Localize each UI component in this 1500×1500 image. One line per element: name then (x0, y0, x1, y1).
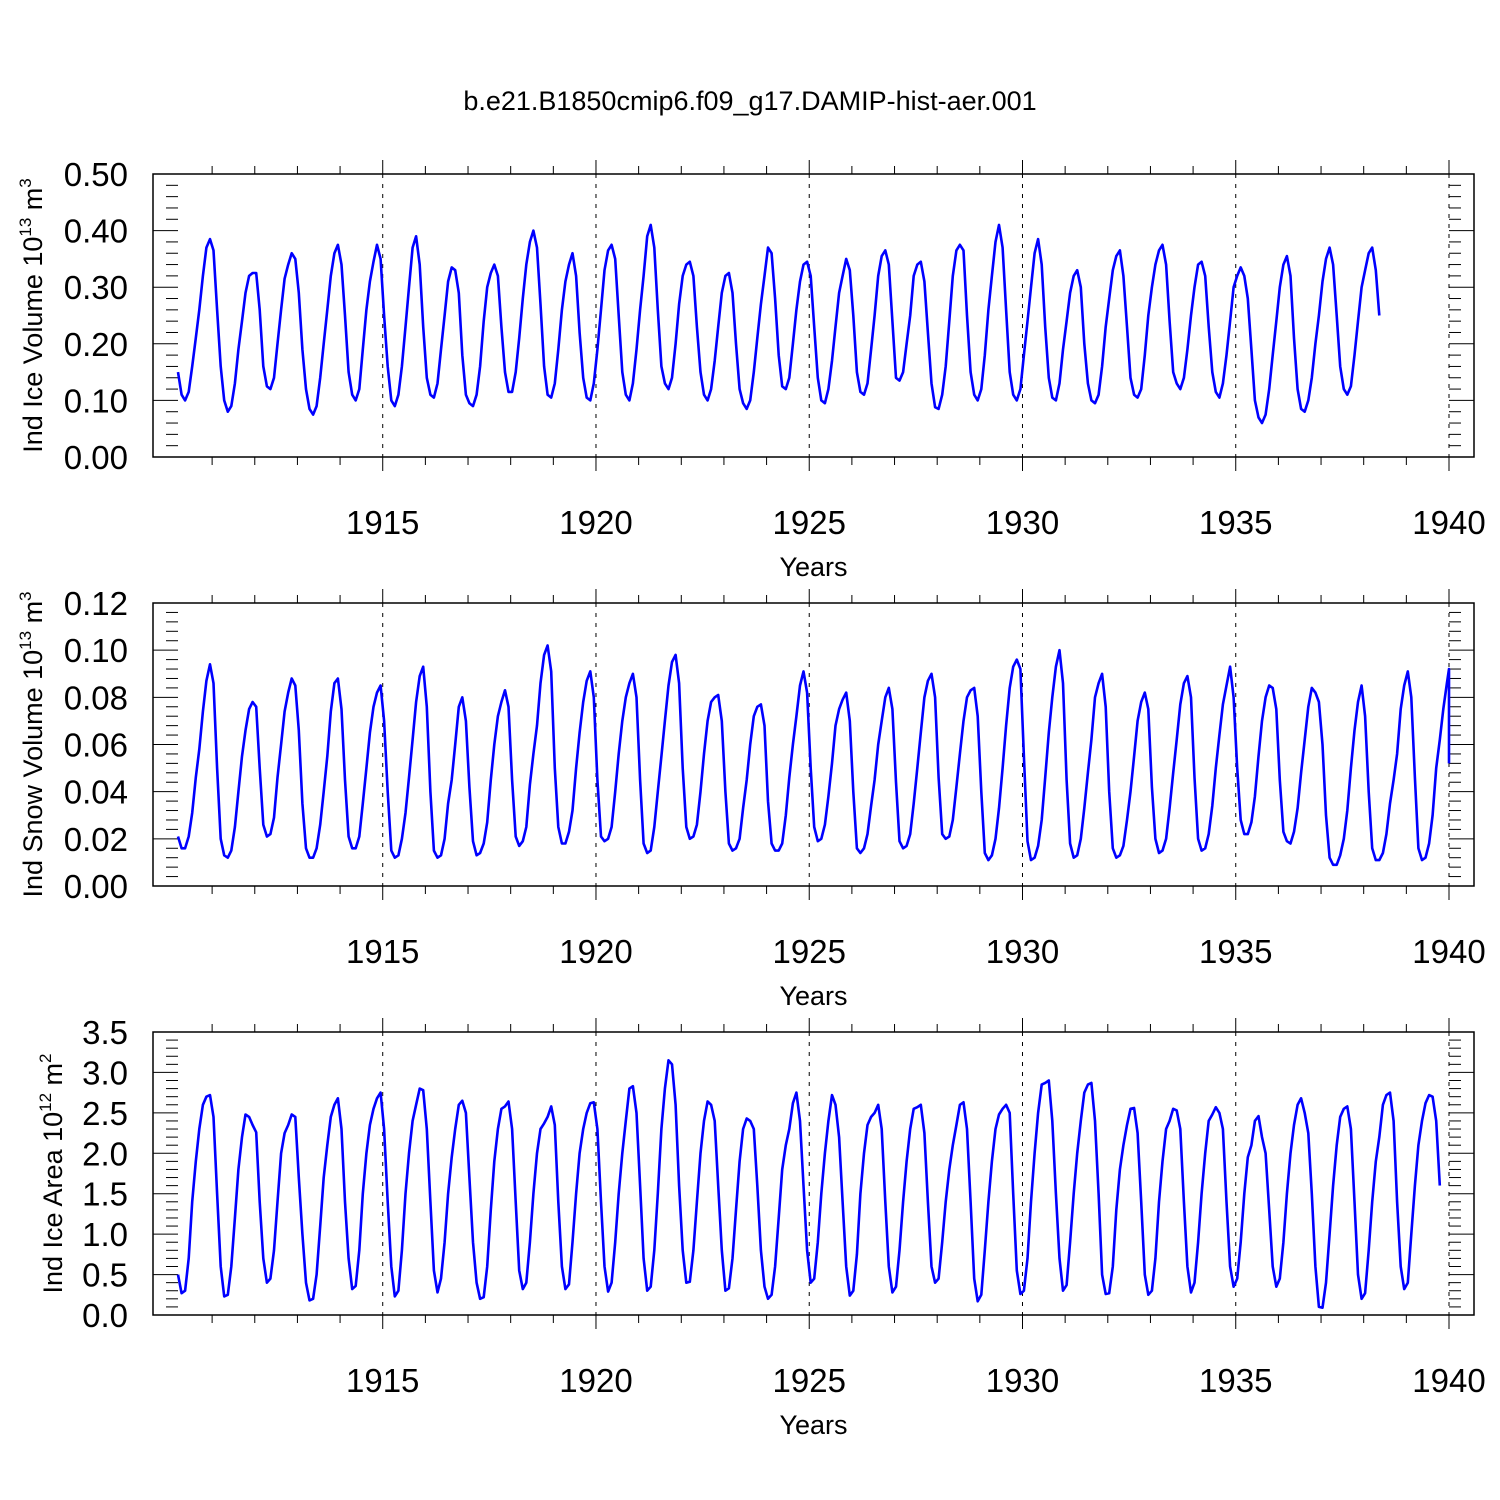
panel-2-xtick-label-1940: 1940 (1412, 933, 1485, 970)
panel-2-ytick-label-1: 0.02 (64, 821, 128, 858)
panel-2-ylabel-part-0: Ind Snow Volume 10 (18, 650, 48, 898)
panel-3-xtick-label-1915: 1915 (346, 1362, 419, 1399)
panel-3-ytick-label-1: 0.5 (82, 1257, 128, 1294)
panel-1-xtick-label-1920: 1920 (559, 504, 632, 541)
panel-1-frame (152, 173, 1475, 458)
panel-2-ytick-label-3: 0.06 (64, 727, 128, 764)
panel-1-ytick-label-2: 0.20 (64, 326, 128, 363)
panel-1-ytick-label-4: 0.40 (64, 213, 128, 250)
panel-3: 1915 1920 1925 1930 1935 1940 Years 0.00.5 1.01.… (36, 1014, 1486, 1440)
panel-1-series-line-0 (176, 223, 1381, 425)
panel-2-ytick-label-4: 0.08 (64, 679, 128, 716)
panel-2-ylabel: Ind Snow Volume 1013 m3 (16, 591, 48, 897)
panel-3-xtick-label-1925: 1925 (773, 1362, 846, 1399)
panel-1-xtick-label-1940: 1940 (1412, 504, 1485, 541)
panel-2: 1915 1920 1925 1930 1935 1940 Years 0.00 0.02 0.0… (16, 585, 1486, 1011)
panel-3-ylabel-part-3: 2 (36, 1053, 55, 1062)
panel-1-ytick-label-0: 0.00 (64, 439, 128, 476)
panel-3-xtick-label-1930: 1930 (986, 1362, 1059, 1399)
panel-2-ytick-label-0: 0.00 (64, 868, 128, 905)
panel-3-ylabel-part-1: 12 (36, 1093, 55, 1112)
panel-2-ylabel-part-2: m (18, 601, 48, 631)
panel-1-ylabel-part-0: Ind Ice Volume 10 (18, 237, 48, 453)
panel-2-ytick-label-5: 0.10 (64, 632, 128, 669)
panels: 1915 1920 1925 1930 1935 1940 Years 0.00 0.10 0.2… (16, 156, 1486, 1440)
panel-3-xlabel: Years (779, 1410, 847, 1440)
panel-2-xtick-label-1915: 1915 (346, 933, 419, 970)
panel-2-xtick-label-1925: 1925 (773, 933, 846, 970)
panel-2-xtick-label-1935: 1935 (1199, 933, 1272, 970)
panel-1-xtick-label-1930: 1930 (986, 504, 1059, 541)
panel-1-xtick-label-1915: 1915 (346, 504, 419, 541)
panel-3-ylabel: Ind Ice Area 1012 m2 (36, 1053, 68, 1293)
panel-1: 1915 1920 1925 1930 1935 1940 Years 0.00 0.10 0.2… (16, 156, 1486, 582)
panel-1-ylabel-part-2: m (18, 188, 48, 218)
panel-3-xtick-label-1940: 1940 (1412, 1362, 1485, 1399)
panel-1-xtick-label-1935: 1935 (1199, 504, 1272, 541)
panel-3-series-line-0 (176, 1059, 1442, 1309)
panel-2-xtick-label-1920: 1920 (559, 933, 632, 970)
panel-3-ytick-label-5: 2.5 (82, 1095, 128, 1132)
panel-1-ylabel-part-3: 3 (16, 178, 35, 187)
panel-3-ytick-label-6: 3.0 (82, 1054, 128, 1091)
panel-3-ytick-label-3: 1.5 (82, 1176, 128, 1213)
panel-2-xlabel: Years (779, 981, 847, 1011)
panel-2-ylabel-part-1: 13 (16, 631, 35, 650)
panel-3-ylabel-part-2: m (38, 1063, 68, 1093)
panel-1-ylabel: Ind Ice Volume 1013 m3 (16, 178, 48, 453)
panel-1-ytick-label-3: 0.30 (64, 269, 128, 306)
panel-3-frame (152, 1031, 1475, 1316)
figure-title: b.e21.B1850cmip6.f09_g17.DAMIP-hist-aer.… (463, 86, 1036, 116)
panel-1-ytick-label-1: 0.10 (64, 382, 128, 419)
panel-1-ylabel-part-1: 13 (16, 218, 35, 237)
panel-3-ylabel-part-0: Ind Ice Area 10 (38, 1112, 68, 1294)
panel-2-series-line-0 (176, 644, 1451, 867)
panel-2-ytick-label-6: 0.12 (64, 585, 128, 622)
panel-3-xtick-label-1935: 1935 (1199, 1362, 1272, 1399)
panel-1-xtick-label-1925: 1925 (773, 504, 846, 541)
panel-3-ytick-label-2: 1.0 (82, 1216, 128, 1253)
panel-2-ytick-label-2: 0.04 (64, 774, 128, 811)
panel-3-ytick-label-7: 3.5 (82, 1014, 128, 1051)
panel-3-ytick-label-4: 2.0 (82, 1135, 128, 1172)
panel-1-ytick-label-5: 0.50 (64, 156, 128, 193)
panel-2-ylabel-part-3: 3 (16, 591, 35, 600)
panel-3-ytick-label-0: 0.0 (82, 1297, 128, 1334)
panel-3-xtick-label-1920: 1920 (559, 1362, 632, 1399)
panel-2-xtick-label-1930: 1930 (986, 933, 1059, 970)
panel-1-xlabel: Years (779, 552, 847, 582)
